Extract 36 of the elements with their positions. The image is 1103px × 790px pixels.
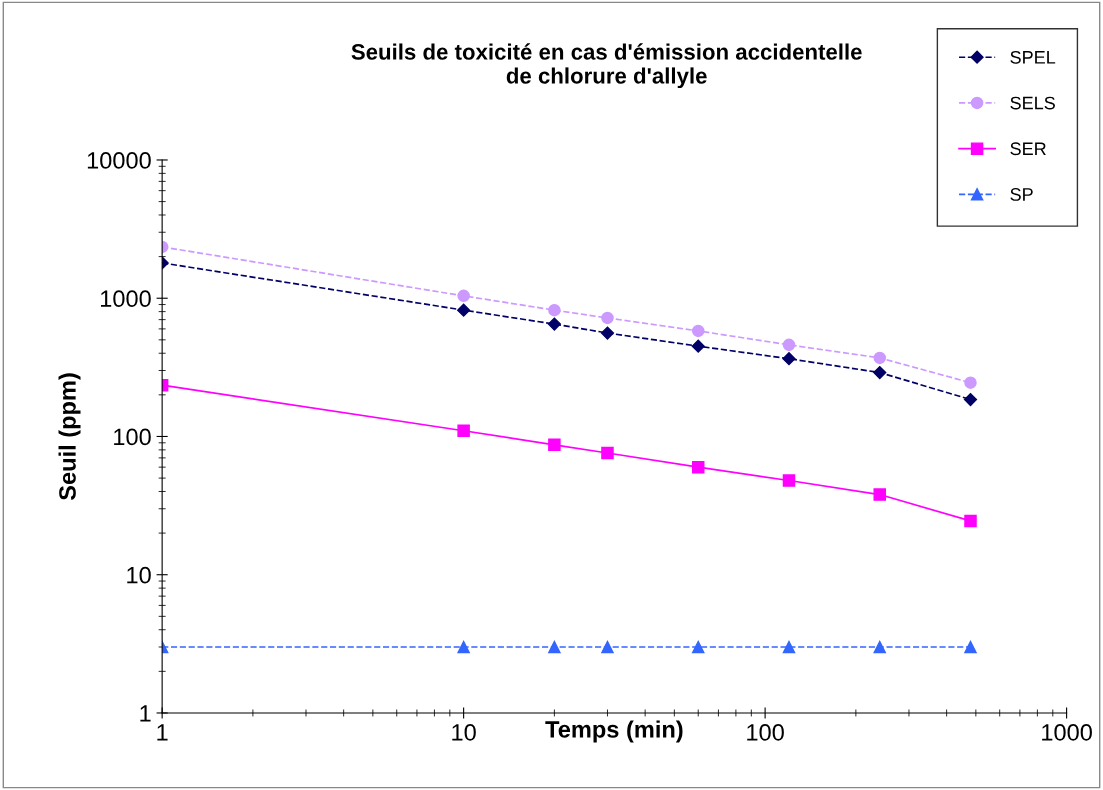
point bbox=[873, 365, 887, 380]
point bbox=[782, 640, 796, 654]
point bbox=[782, 474, 796, 487]
point bbox=[873, 640, 886, 654]
point bbox=[691, 339, 705, 353]
x-tick-label: 1000 bbox=[1042, 724, 1092, 741]
point bbox=[782, 338, 796, 352]
point bbox=[964, 376, 977, 389]
y-tick-label: 10 bbox=[127, 566, 151, 584]
legend-label: SER bbox=[1010, 142, 1046, 156]
point bbox=[964, 514, 977, 528]
point bbox=[601, 311, 614, 325]
y-tick-label: 1000 bbox=[101, 290, 151, 308]
y-tick-label: 10000 bbox=[87, 152, 151, 169]
x-axis-title: Temps (min) bbox=[545, 720, 683, 743]
point bbox=[963, 392, 978, 407]
x-tick-label: 100 bbox=[747, 724, 784, 741]
x-tick-label: 1 bbox=[157, 724, 168, 741]
point bbox=[691, 640, 705, 654]
legend-label: SPEL bbox=[1010, 50, 1056, 64]
legend-label: SELS bbox=[1010, 96, 1055, 110]
chart-title: Seuils de toxicité en cas d'émission accidentelle de chlorure d'allyle bbox=[351, 43, 862, 89]
legend-label: SP bbox=[1010, 188, 1033, 201]
point bbox=[691, 324, 705, 338]
point bbox=[873, 351, 886, 365]
point bbox=[782, 352, 796, 366]
y-tick-label: 1 bbox=[140, 705, 151, 722]
point bbox=[964, 640, 977, 654]
x-tick-label: 10 bbox=[452, 724, 476, 741]
point bbox=[691, 460, 705, 474]
point bbox=[600, 326, 615, 340]
point bbox=[601, 446, 614, 460]
point bbox=[601, 640, 614, 654]
y-axis-title: Seuil (ppm) bbox=[58, 373, 81, 501]
point bbox=[873, 488, 886, 501]
y-tick-label: 100 bbox=[114, 428, 151, 446]
